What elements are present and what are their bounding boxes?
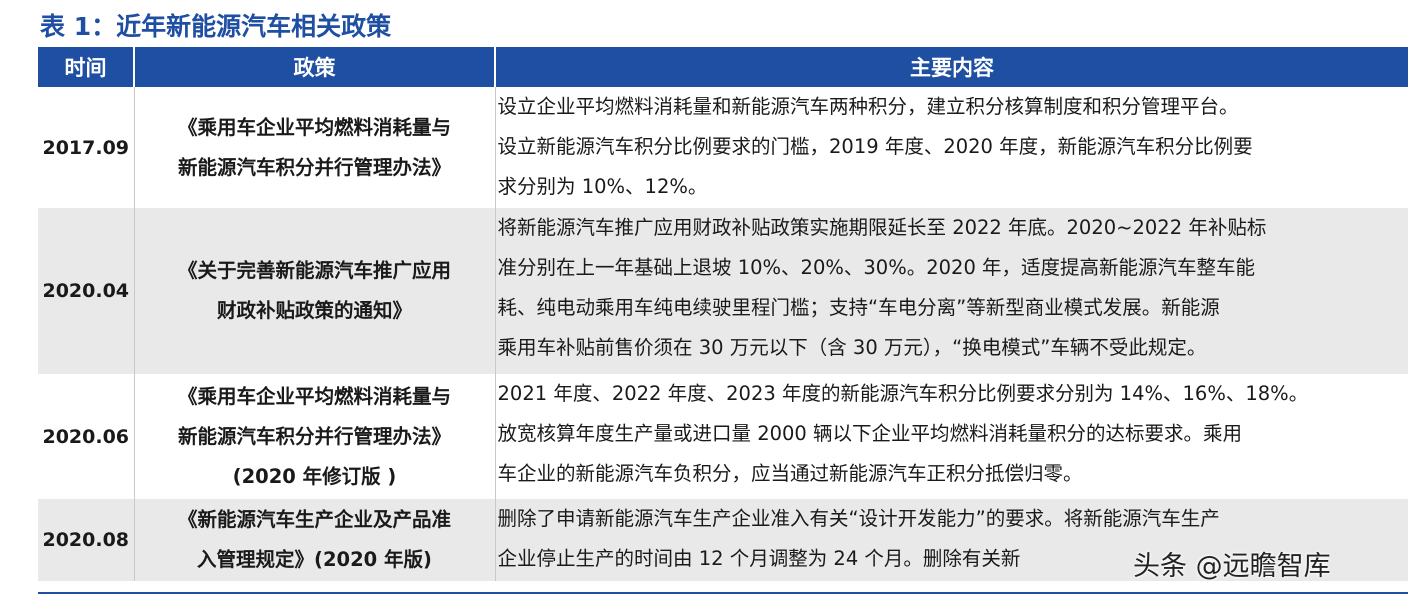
row-time: 2017.09 bbox=[38, 87, 135, 208]
policy-line: 入管理规定》(2020 年版) bbox=[197, 548, 432, 571]
row-policy: 《新能源汽车生产企业及产品准 入管理规定》(2020 年版) bbox=[134, 499, 496, 581]
bottom-rule bbox=[38, 592, 1408, 594]
policy-line: 财政补贴政策的通知》 bbox=[216, 299, 412, 322]
content-line: 乘用车补贴前售价须在 30 万元以下（含 30 万元），“换电模式”车辆不受此规… bbox=[497, 336, 1207, 359]
content-line: 将新能源汽车推广应用财政补贴政策实施期限延长至 2022 年底。2020~202… bbox=[497, 216, 1267, 239]
content-line: 耗、纯电动乘用车纯电续驶里程门槛；支持“车电分离”等新型商业模式发展。新能源 bbox=[497, 296, 1220, 319]
table-row: 2020.04 《关于完善新能源汽车推广应用 财政补贴政策的通知》 将新能源汽车… bbox=[38, 208, 1408, 374]
header-row: 时间 政策 主要内容 bbox=[38, 47, 1408, 87]
row-content: 设立企业平均燃料消耗量和新能源汽车两种积分，建立积分核算制度和积分管理平台。 设… bbox=[495, 87, 1408, 208]
policy-line: 新能源汽车积分并行管理办法》 bbox=[177, 155, 451, 179]
header-policy: 政策 bbox=[134, 47, 496, 87]
policy-line: 《乘用车企业平均燃料消耗量与 bbox=[177, 115, 451, 139]
header-content: 主要内容 bbox=[495, 47, 1408, 87]
table-row: 2020.06 《乘用车企业平均燃料消耗量与 新能源汽车积分并行管理办法》 (2… bbox=[38, 374, 1408, 499]
policy-line: 《关于完善新能源汽车推广应用 bbox=[177, 259, 451, 282]
table-row: 2017.09 《乘用车企业平均燃料消耗量与 新能源汽车积分并行管理办法》 设立… bbox=[38, 87, 1408, 208]
table-row: 2020.08 《新能源汽车生产企业及产品准 入管理规定》(2020 年版) 删… bbox=[38, 499, 1408, 581]
policy-line: 《乘用车企业平均燃料消耗量与 bbox=[177, 384, 451, 408]
policy-line: 新能源汽车积分并行管理办法》 bbox=[177, 424, 451, 448]
header-time: 时间 bbox=[38, 47, 135, 87]
content-line: 放宽核算年度生产量或进口量 2000 辆以下企业平均燃料消耗量积分的达标要求。乘… bbox=[497, 422, 1243, 445]
row-content: 删除了申请新能源汽车生产企业准入有关“设计开发能力”的要求。将新能源汽车生产 企… bbox=[495, 499, 1408, 581]
row-time: 2020.04 bbox=[38, 208, 135, 374]
row-policy: 《乘用车企业平均燃料消耗量与 新能源汽车积分并行管理办法》 bbox=[134, 87, 496, 208]
content-line: 求分别为 10%、12%。 bbox=[497, 175, 708, 198]
content-line: 准分别在上一年基础上退坡 10%、20%、30%。2020 年，适度提高新能源汽… bbox=[497, 256, 1256, 279]
content-line: 设立企业平均燃料消耗量和新能源汽车两种积分，建立积分核算制度和积分管理平台。 bbox=[497, 95, 1239, 118]
watermark-text: 头条 @远瞻智库 bbox=[1133, 551, 1331, 582]
row-policy: 《关于完善新能源汽车推广应用 财政补贴政策的通知》 bbox=[134, 208, 496, 374]
policy-table: 时间 政策 主要内容 2017.09 《乘用车企业平均燃料消耗量与 新能源汽车积… bbox=[38, 47, 1408, 581]
row-content: 2021 年度、2022 年度、2023 年度的新能源汽车积分比例要求分别为 1… bbox=[495, 374, 1408, 499]
policy-line: 《新能源汽车生产企业及产品准 bbox=[177, 508, 451, 531]
row-content: 将新能源汽车推广应用财政补贴政策实施期限延长至 2022 年底。2020~202… bbox=[495, 208, 1408, 374]
content-line: 企业停止生产的时间由 12 个月调整为 24 个月。删除有关新 bbox=[497, 547, 1021, 570]
content-line: 2021 年度、2022 年度、2023 年度的新能源汽车积分比例要求分别为 1… bbox=[497, 382, 1309, 405]
table-title: 表 1：近年新能源汽车相关政策 bbox=[40, 12, 392, 41]
row-time: 2020.08 bbox=[38, 499, 135, 581]
content-line: 删除了申请新能源汽车生产企业准入有关“设计开发能力”的要求。将新能源汽车生产 bbox=[497, 507, 1220, 530]
content-line: 设立新能源汽车积分比例要求的门槛，2019 年度、2020 年度，新能源汽车积分… bbox=[497, 135, 1253, 158]
row-time: 2020.06 bbox=[38, 374, 135, 499]
policy-line: (2020 年修订版 ) bbox=[232, 464, 397, 488]
row-policy: 《乘用车企业平均燃料消耗量与 新能源汽车积分并行管理办法》 (2020 年修订版… bbox=[134, 374, 496, 499]
content-line: 车企业的新能源汽车负积分，应当通过新能源汽车正积分抵偿归零。 bbox=[497, 462, 1083, 485]
